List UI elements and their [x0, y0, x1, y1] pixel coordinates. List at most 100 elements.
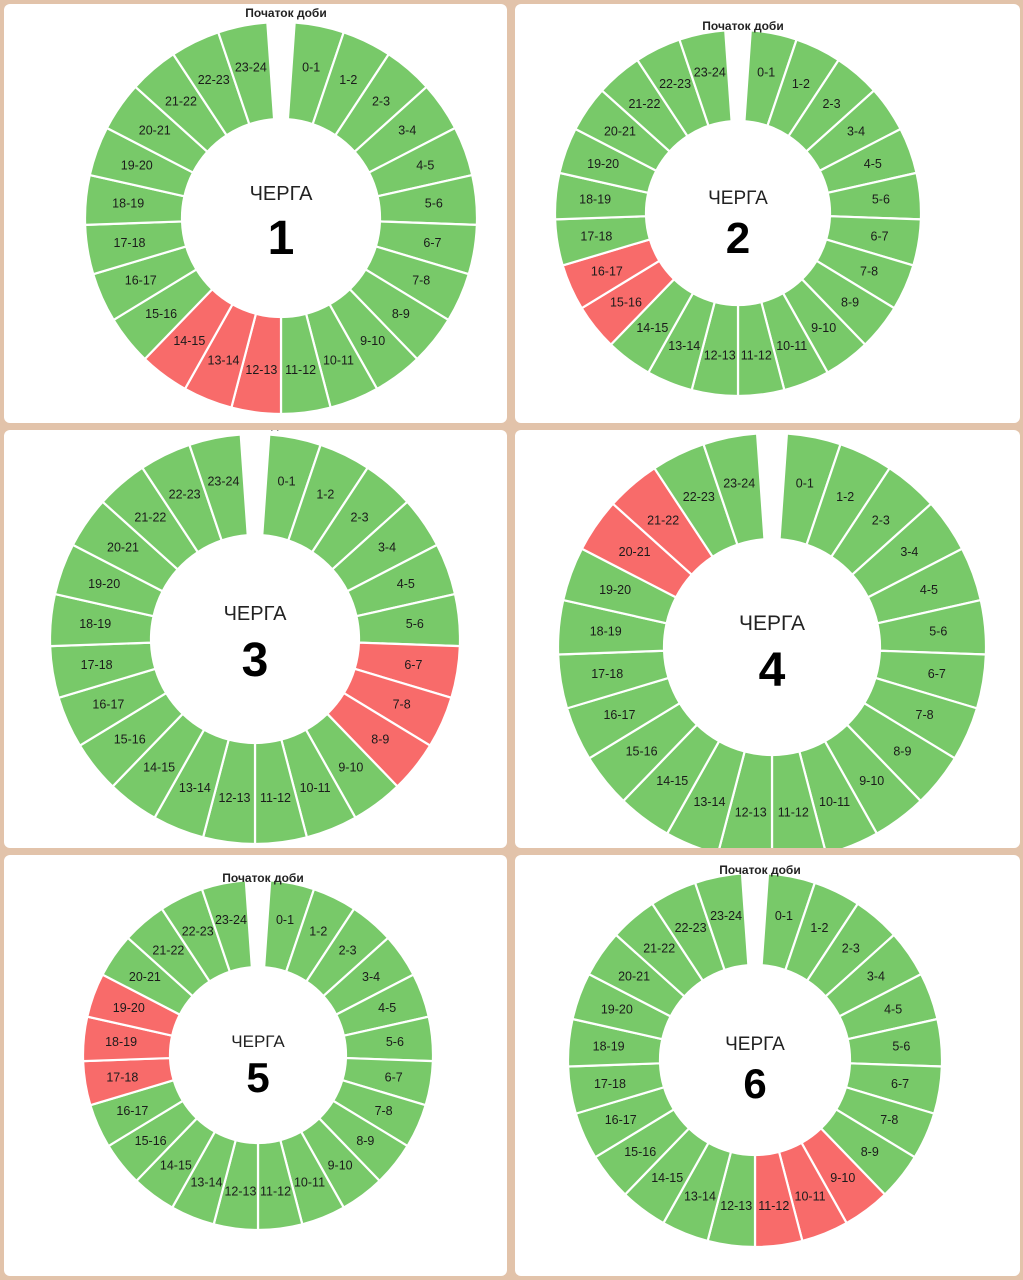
hour-label: 5-6 [872, 193, 890, 207]
hour-label: 12-13 [704, 348, 736, 362]
hour-label: 8-9 [371, 732, 389, 746]
hour-label: 9-10 [830, 1171, 855, 1185]
hour-label: 15-16 [624, 1145, 656, 1159]
hour-label: 6-7 [385, 1070, 403, 1084]
hour-label: 0-1 [278, 475, 296, 489]
queue-panel-6: 0-1 1-2 2-3 3-4 4-5 5-6 6-7 7-8 8-9 9-10 10-11 11-1… [515, 855, 1020, 1276]
queue-word: ЧЕРГА [739, 612, 805, 635]
hour-label: 3-4 [867, 969, 885, 983]
hour-label: 7-8 [916, 708, 934, 722]
hour-label: 3-4 [900, 545, 918, 559]
hour-label: 2-3 [372, 95, 390, 109]
hour-label: 20-21 [619, 545, 651, 559]
hour-label: 1-2 [316, 488, 334, 502]
queue-word: ЧЕРГА [725, 1034, 785, 1055]
hour-label: 9-10 [328, 1158, 353, 1172]
hour-label: 22-23 [169, 488, 201, 502]
hour-label: 17-18 [106, 1070, 138, 1084]
queue-panel-2: 0-1 1-2 2-3 3-4 4-5 5-6 6-7 7-8 8-9 9-10 10-11 11-1… [515, 4, 1020, 423]
donut-chart: 0-11-22-33-44-55-66-77-88-99-1010-1111-1… [556, 432, 988, 848]
hour-label: 22-23 [683, 490, 715, 504]
hour-label: 10-11 [819, 795, 850, 809]
hour-label: 4-5 [397, 577, 415, 591]
hour-segment-23-24-on [702, 432, 766, 546]
hour-segment-23-24-on [217, 21, 276, 126]
hour-label: 21-22 [628, 97, 660, 111]
hour-label: 9-10 [338, 761, 363, 775]
hour-label: 6-7 [871, 229, 889, 243]
hour-label: 2-3 [872, 513, 890, 527]
hour-label: 18-19 [593, 1039, 625, 1053]
hour-label: 4-5 [920, 583, 938, 597]
hour-label: 0-1 [775, 909, 793, 923]
donut-chart: 0-11-22-33-44-55-66-77-88-99-1010-1111-1… [553, 19, 923, 398]
hour-label: 20-21 [618, 969, 650, 983]
hour-label: 13-14 [693, 795, 725, 809]
hour-label: 15-16 [145, 307, 177, 321]
hour-label: 9-10 [360, 334, 385, 348]
hour-label: 15-16 [114, 732, 146, 746]
hour-label: 12-13 [219, 791, 251, 805]
hour-label: 16-17 [92, 697, 124, 711]
hour-label: 5-6 [929, 624, 947, 638]
hour-label: 22-23 [182, 924, 214, 938]
hour-label: 14-15 [636, 321, 668, 335]
hour-label: 17-18 [114, 236, 146, 250]
hour-label: 11-12 [285, 363, 316, 377]
hour-label: 12-13 [735, 806, 767, 820]
hour-label: 18-19 [579, 193, 611, 207]
hour-label: 17-18 [580, 229, 612, 243]
hour-label: 23-24 [207, 475, 239, 489]
hour-label: 8-9 [861, 1145, 879, 1159]
hour-label: 11-12 [778, 806, 809, 820]
hour-label: 20-21 [129, 970, 161, 984]
hour-label: 1-2 [309, 924, 327, 938]
hour-label: 21-22 [643, 941, 675, 955]
queue-word: ЧЕРГА [708, 188, 768, 209]
hour-label: 14-15 [143, 761, 175, 775]
hour-label: 14-15 [160, 1158, 192, 1172]
hour-label: 10-11 [323, 353, 354, 367]
donut-chart: 0-11-22-33-44-55-66-77-88-99-1010-1111-1… [566, 863, 944, 1249]
hour-label: 13-14 [668, 339, 700, 353]
hour-label: 3-4 [362, 970, 380, 984]
hour-label: 7-8 [393, 697, 411, 711]
hour-label: 16-17 [605, 1113, 637, 1127]
hour-segment-23-24-on [678, 29, 733, 127]
hour-label: 2-3 [351, 510, 369, 524]
hour-label: 9-10 [811, 321, 836, 335]
hour-label: 8-9 [893, 744, 911, 758]
hour-label: 23-24 [723, 476, 755, 490]
hour-label: 19-20 [113, 1001, 145, 1015]
hour-label: 4-5 [378, 1001, 396, 1015]
hour-label: 13-14 [208, 353, 240, 367]
queue-number: 6 [743, 1060, 766, 1107]
hour-label: 15-16 [135, 1134, 167, 1148]
hour-segment-23-24-on [188, 433, 249, 542]
hour-label: 4-5 [416, 158, 434, 172]
hour-label: 3-4 [378, 541, 396, 555]
queue-number: 1 [268, 212, 295, 265]
day-start-label: Початок доби [219, 430, 300, 431]
hour-label: 11-12 [758, 1199, 789, 1213]
hour-label: 3-4 [847, 124, 865, 138]
hour-label: 12-13 [720, 1199, 752, 1213]
hour-label: 6-7 [423, 236, 441, 250]
queue-panel-4: 0-1 1-2 2-3 3-4 4-5 5-6 6-7 7-8 8-9 9-10 10-11 11-1… [515, 430, 1020, 848]
queue-panel-5: 0-1 1-2 2-3 3-4 4-5 5-6 6-7 7-8 8-9 9-10 10-11 11-1… [4, 855, 507, 1276]
queue-number: 2 [726, 214, 750, 263]
hour-label: 13-14 [179, 781, 211, 795]
hour-label: 22-23 [198, 73, 230, 87]
hour-label: 0-1 [796, 476, 814, 490]
queue-word: ЧЕРГА [231, 1032, 285, 1051]
hour-label: 16-17 [591, 264, 623, 278]
donut-chart: 0-11-22-33-44-55-66-77-88-99-1010-1111-1… [81, 871, 435, 1232]
hour-label: 20-21 [107, 541, 139, 555]
hour-label: 16-17 [116, 1104, 148, 1118]
hour-label: 23-24 [710, 909, 742, 923]
hour-label: 5-6 [406, 617, 424, 631]
hour-label: 18-19 [105, 1035, 137, 1049]
hour-label: 13-14 [684, 1189, 716, 1203]
hour-segment-23-24-on [200, 879, 253, 973]
donut-chart: 0-11-22-33-44-55-66-77-88-99-1010-1111-1… [83, 6, 479, 416]
